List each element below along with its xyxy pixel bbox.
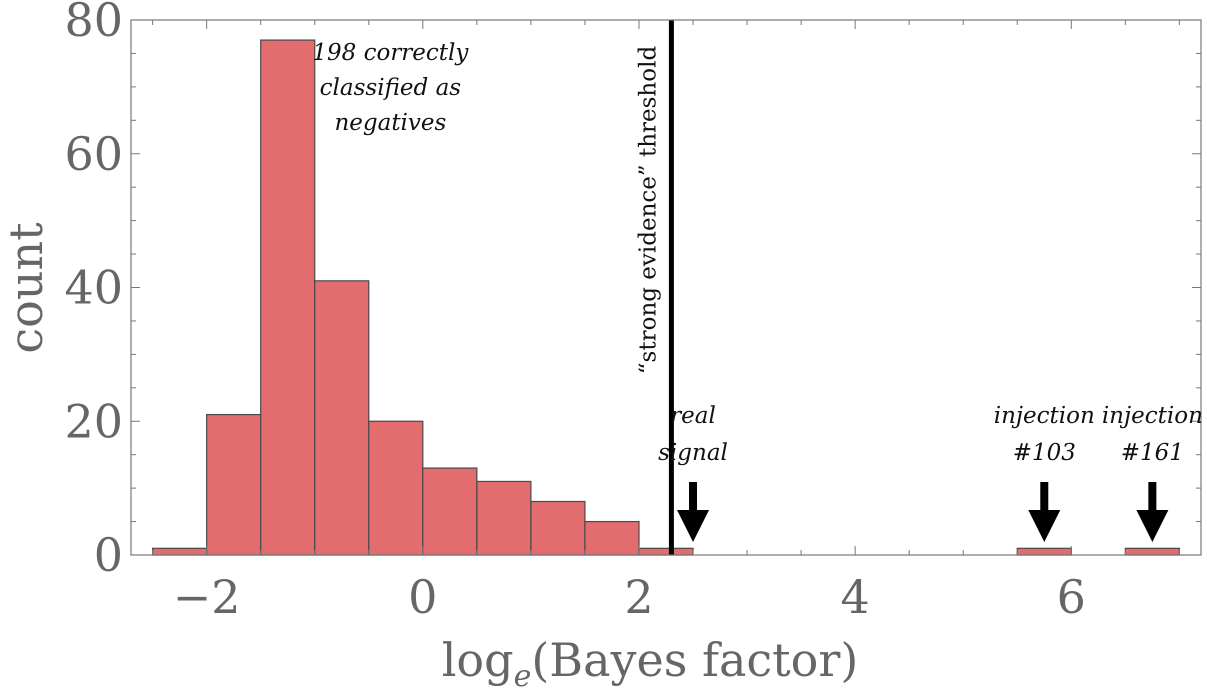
bars-layer	[152, 39, 1180, 556]
x-tick-label: −2	[173, 570, 241, 624]
histogram-bar	[260, 39, 316, 556]
annotation-line: negatives	[334, 110, 446, 136]
callout-label-line: #103	[1013, 440, 1076, 466]
histogram-bar	[314, 280, 370, 556]
arrow-shaft	[1148, 482, 1157, 512]
annotation-line: 198 correctly	[312, 40, 469, 66]
threshold-layer: “strong evidence” threshold	[635, 20, 674, 555]
negatives-annotation: 198 correctly classified as negatives	[312, 40, 469, 136]
x-tick-label: 0	[408, 570, 437, 624]
ticks-layer: 0 20 40 60 80 −2 0 2 4 6	[64, 0, 1201, 624]
down-arrow-icon	[677, 510, 710, 542]
histogram-bar	[638, 547, 694, 556]
histogram-bar	[368, 420, 424, 556]
callout-label-line: #161	[1121, 440, 1184, 466]
x-tick-label: 4	[841, 570, 870, 624]
callout-label: injection #161	[1102, 403, 1203, 466]
callout-label: injection #103	[994, 403, 1095, 466]
annotations-layer: 198 correctly classified as negatives real s…	[312, 40, 1203, 542]
histogram-bar	[584, 520, 640, 556]
x-tick-label: 2	[624, 570, 653, 624]
annotation-line: classified as	[320, 75, 462, 101]
callout-label-line: signal	[658, 440, 728, 466]
histogram-bar	[152, 547, 208, 556]
callout-arrow-group: injection #103	[994, 403, 1095, 542]
y-tick-label: 60	[64, 127, 123, 181]
histogram-bar	[422, 467, 478, 556]
callout-label: real signal	[658, 403, 728, 466]
callout-arrow-group: injection #161	[1102, 403, 1203, 542]
callout-label-line: real	[670, 403, 716, 429]
x-axis-title-subscript: e	[514, 659, 532, 694]
x-axis-title: loge(Bayes factor)	[442, 633, 859, 694]
x-axis-title-rest: (Bayes factor)	[531, 633, 858, 687]
histogram-bar	[476, 480, 532, 556]
y-tick-label: 0	[94, 528, 123, 582]
callout-label-line: injection	[1102, 403, 1203, 429]
y-tick-label: 40	[64, 261, 123, 315]
arrow-shaft	[689, 482, 698, 512]
threshold-label: “strong evidence” threshold	[635, 46, 661, 375]
x-tick-label: 6	[1057, 570, 1086, 624]
down-arrow-icon	[1028, 510, 1061, 542]
callout-arrow-group: real signal	[658, 403, 728, 542]
y-axis-title: count	[0, 222, 53, 354]
x-axis-title-log: log	[442, 633, 514, 687]
arrow-shaft	[1040, 482, 1049, 512]
callout-label-line: injection	[994, 403, 1095, 429]
histogram-bar	[206, 413, 262, 556]
histogram-bar	[1124, 547, 1180, 556]
histogram-bar	[530, 500, 586, 556]
y-tick-label: 20	[64, 394, 123, 448]
histogram-bar	[1016, 547, 1072, 556]
down-arrow-icon	[1136, 510, 1169, 542]
y-tick-label: 80	[64, 0, 123, 47]
